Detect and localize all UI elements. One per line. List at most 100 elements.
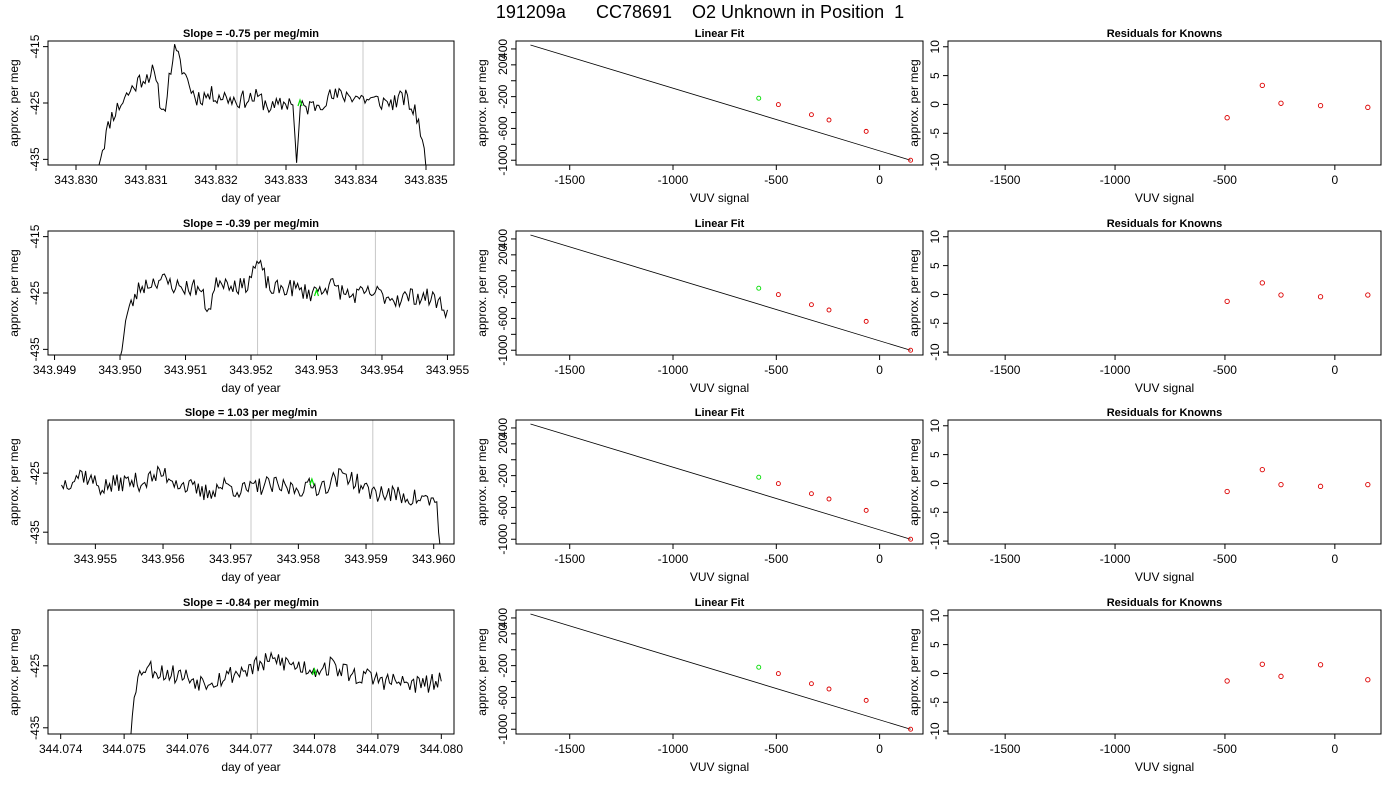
- y-tick-label: 5: [928, 72, 942, 79]
- known-point: [808, 681, 814, 687]
- x-tick-label: -500: [1213, 742, 1237, 756]
- y-axis-label: approx. per meg: [475, 438, 489, 525]
- panel-3-1: Slope = 1.03 per meg/min 343.955 343.956 34…: [7, 407, 456, 584]
- plot-area: [530, 423, 914, 542]
- plot-frame: [947, 419, 1382, 545]
- plot-area: [61, 420, 441, 544]
- y-tick-label: -435: [28, 520, 42, 544]
- panel-1-1: Slope = -0.75 per meg/min 343.830 343.831 3…: [7, 28, 455, 205]
- plot-frame: [515, 230, 924, 356]
- x-tick-label: 0: [876, 742, 883, 756]
- plot-area: [98, 41, 427, 165]
- y-tick-label: 200: [496, 245, 510, 265]
- x-axis-label: day of year: [221, 760, 280, 774]
- residual-point: [1278, 673, 1284, 679]
- y-tick-label: 400: [496, 229, 510, 249]
- x-axis-label: VUV signal: [1135, 191, 1194, 205]
- data-trace: [120, 259, 448, 355]
- residual-point: [1365, 104, 1371, 110]
- known-point: [908, 347, 914, 353]
- y-axis-label: approx. per meg: [475, 249, 489, 336]
- plot-area: [1224, 280, 1371, 305]
- data-trace: [61, 465, 441, 544]
- x-tick-label: -500: [1213, 363, 1237, 377]
- plot-frame: [47, 230, 455, 356]
- panel-title: Linear Fit: [695, 218, 745, 230]
- x-tick-label: -1500: [990, 363, 1021, 377]
- residual-point: [1317, 102, 1324, 109]
- fit-line: [530, 423, 911, 540]
- panel-4-2: Linear Fit -1500 -1000 -500 0 -1000 -600 -200 20…: [475, 597, 924, 774]
- y-tick-label: -415: [28, 224, 42, 248]
- y-axis-label: approx. per meg: [7, 249, 21, 336]
- x-tick-label: 343.831: [124, 173, 168, 187]
- x-tick-label: -1000: [658, 363, 689, 377]
- residual-point: [1224, 678, 1230, 684]
- panel-title: Residuals for Knowns: [1107, 218, 1223, 230]
- panel-3-3: Residuals for Knowns -1500 -1000 -500 0 -10 -5…: [907, 407, 1382, 584]
- residual-point: [1278, 100, 1284, 106]
- y-tick-label: -1000: [496, 145, 510, 176]
- known-point: [808, 302, 814, 308]
- residual-point: [1224, 298, 1230, 305]
- x-axis-label: VUV signal: [690, 570, 749, 584]
- y-tick-label: -1000: [496, 524, 510, 555]
- known-point: [775, 292, 781, 298]
- known-point: [808, 112, 814, 118]
- known-point: [863, 507, 869, 513]
- x-tick-label: -500: [764, 742, 788, 756]
- residual-point: [1278, 292, 1284, 298]
- y-tick-label: 10: [928, 609, 942, 623]
- x-tick-label: 0: [1331, 173, 1338, 187]
- residual-point: [1259, 280, 1265, 286]
- residual-point: [1317, 662, 1324, 668]
- x-tick-label: 0: [1331, 552, 1338, 566]
- plot-frame: [47, 40, 455, 166]
- x-tick-label: 344.079: [356, 742, 400, 756]
- y-tick-label: 0: [928, 670, 942, 677]
- x-tick-label: 343.830: [54, 173, 98, 187]
- data-trace: [98, 44, 427, 165]
- panel-title: Slope = -0.39 per meg/min: [183, 218, 319, 230]
- data-trace: [130, 650, 442, 734]
- plot-frame: [515, 419, 924, 545]
- x-tick-label: 343.955: [426, 363, 470, 377]
- plot-frame: [947, 609, 1382, 735]
- y-tick-label: 5: [928, 451, 942, 458]
- y-tick-label: -435: [28, 337, 42, 361]
- residual-point: [1259, 82, 1265, 89]
- y-axis-label: approx. per meg: [7, 59, 21, 146]
- plot-frame: [515, 609, 924, 735]
- x-tick-label: 344.075: [102, 742, 146, 756]
- unknown-point: [756, 664, 762, 670]
- y-axis-label: approx. per meg: [907, 438, 921, 525]
- x-tick-label: 344.076: [166, 742, 210, 756]
- y-tick-label: -10: [928, 532, 942, 550]
- y-tick-label: -1000: [496, 335, 510, 366]
- unknown-marker: [297, 98, 303, 107]
- x-tick-label: 343.835: [404, 173, 448, 187]
- unknown-marker: [309, 477, 315, 486]
- x-axis-label: day of year: [221, 191, 280, 205]
- panel-title: Linear Fit: [695, 597, 745, 609]
- y-tick-label: -200: [496, 274, 510, 298]
- known-point: [863, 318, 869, 324]
- x-tick-label: 344.080: [420, 742, 464, 756]
- plot-frame: [47, 609, 455, 735]
- panel-1-3: Residuals for Knowns -1500 -1000 -500 0 -10 -5…: [907, 28, 1382, 205]
- known-point: [826, 496, 832, 502]
- x-tick-label: 344.078: [293, 742, 337, 756]
- fit-line: [530, 44, 911, 161]
- y-tick-label: -5: [928, 697, 942, 708]
- panel-4-3: Residuals for Knowns -1500 -1000 -500 0 -10 -5…: [907, 597, 1382, 774]
- panel-2-2: Linear Fit -1500 -1000 -500 0 -1000 -600 -200 20…: [475, 218, 924, 395]
- x-axis-label: VUV signal: [690, 191, 749, 205]
- x-tick-label: 343.834: [334, 173, 378, 187]
- y-tick-label: -425: [28, 281, 42, 305]
- plot-frame: [947, 230, 1382, 356]
- y-tick-label: -200: [496, 84, 510, 108]
- x-axis-label: VUV signal: [1135, 760, 1194, 774]
- y-tick-label: -425: [28, 91, 42, 115]
- y-tick-label: -10: [928, 722, 942, 740]
- plot-area: [1224, 82, 1371, 121]
